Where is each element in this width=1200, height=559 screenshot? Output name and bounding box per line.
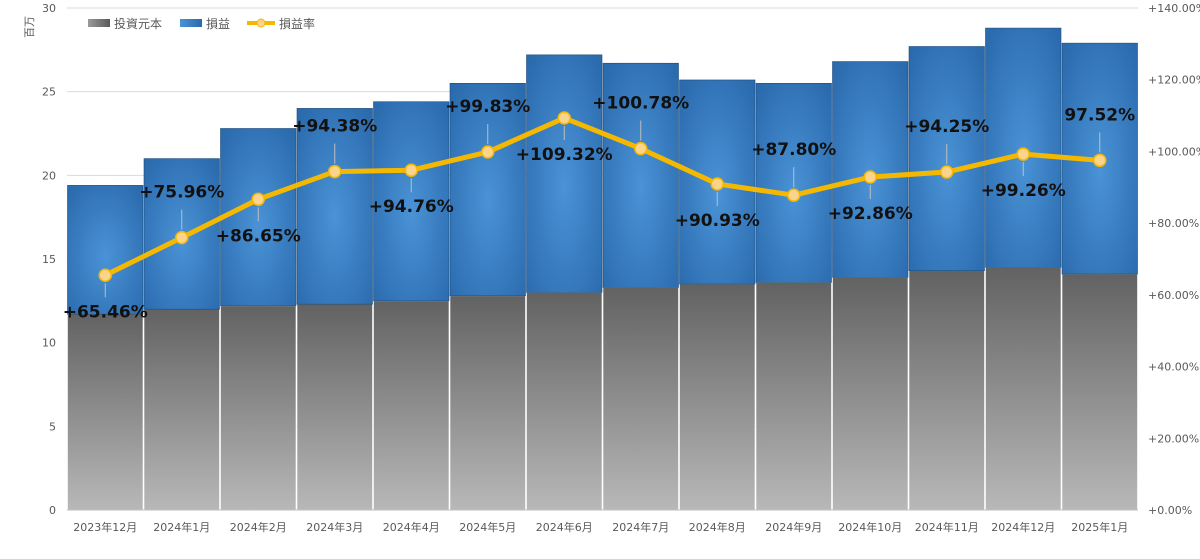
data-label-rate: +92.86% (828, 204, 913, 224)
bar-profit (526, 54, 603, 293)
data-label-rate: +94.38% (292, 117, 377, 137)
x-axis-tick: 2024年4月 (383, 520, 440, 534)
rate-line (102, 115, 1103, 278)
data-label-rate: +109.32% (516, 145, 613, 165)
x-axis: 2023年12月 2024年1月 2024年2月 2024年3月 2024年4月 2024… (67, 509, 1138, 534)
data-label-rate: +99.26% (981, 181, 1066, 201)
legend-swatch-principal (88, 19, 110, 27)
bar-principal (1061, 273, 1138, 511)
rate-marker (787, 188, 801, 202)
left-axis-tick: 15 (42, 253, 56, 266)
bar-principal (832, 277, 909, 511)
bar-principal (67, 313, 144, 511)
right-axis-tick: +140.00% (1148, 2, 1200, 15)
bar-principal (755, 282, 832, 511)
left-axis-tick: 10 (42, 337, 56, 350)
left-axis: 0 5 10 15 20 25 30 (42, 2, 56, 517)
data-label-rate: +100.78% (592, 94, 689, 114)
data-label-rate: +94.25% (904, 117, 989, 137)
bar-principal (373, 300, 450, 511)
leader-lines (104, 120, 1101, 298)
x-axis-tick: 2024年6月 (536, 520, 593, 534)
bar-principal (296, 303, 373, 511)
legend-item-rate: 損益率 (247, 16, 315, 31)
bar-profit (832, 61, 909, 278)
rate-marker (634, 141, 648, 156)
left-axis-tick: 25 (42, 86, 56, 99)
right-axis-tick: +0.00% (1148, 504, 1192, 517)
bar-principal (908, 270, 985, 511)
legend-label-profit: 損益 (206, 16, 230, 31)
rate-marker (251, 192, 265, 207)
bar-profit (296, 108, 373, 305)
x-axis-tick: 2024年5月 (459, 520, 516, 534)
x-axis-tick: 2024年10月 (838, 520, 902, 534)
right-axis: +0.00% +20.00% +40.00% +60.00% +80.00% +100.0… (1148, 2, 1200, 517)
bar-principal (526, 292, 603, 511)
right-axis-tick: +20.00% (1148, 432, 1199, 445)
rate-marker (863, 170, 877, 184)
data-label-rate: +86.65% (216, 226, 301, 246)
left-axis-unit-label: 百万 (23, 16, 36, 38)
legend: 投資元本 損益 損益率 (88, 16, 315, 31)
x-axis-tick: 2024年9月 (765, 520, 822, 534)
rate-line-group (98, 111, 1107, 283)
legend-item-principal: 投資元本 (88, 16, 162, 31)
bar-profit (449, 83, 526, 297)
x-axis-tick: 2024年3月 (306, 520, 363, 534)
data-label-rate: +87.80% (751, 140, 836, 160)
data-label-rate: +90.93% (675, 211, 760, 231)
rate-marker (940, 165, 954, 179)
right-axis-tick: +40.00% (1148, 361, 1199, 374)
data-labels-group: +65.46% +75.96% +86.65% +94.38% +94.76% +99.8… (63, 94, 1135, 323)
rate-marker (1093, 153, 1107, 168)
legend-label-rate: 損益率 (279, 16, 315, 31)
rate-marker (328, 164, 342, 179)
bar-profit (373, 101, 450, 302)
rate-marker (710, 177, 724, 191)
bar-principal (985, 267, 1062, 511)
right-axis-tick: +120.00% (1148, 74, 1200, 87)
data-label-rate: +94.76% (369, 197, 454, 217)
x-axis-tick: 2025年1月 (1071, 520, 1128, 534)
left-axis-tick: 20 (42, 169, 56, 182)
bar-principal (220, 305, 297, 511)
data-label-rate: +99.83% (445, 97, 530, 117)
left-axis-tick: 0 (49, 504, 56, 517)
bar-profit (602, 62, 679, 288)
data-label-rate: +65.46% (63, 302, 148, 322)
bar-principal (143, 308, 220, 511)
x-axis-tick: 2024年11月 (915, 520, 979, 534)
rate-marker (557, 111, 571, 125)
x-axis-tick: 2024年8月 (689, 520, 746, 534)
legend-swatch-profit (180, 19, 202, 27)
bar-principal (679, 283, 756, 511)
bar-principal (449, 295, 526, 511)
x-axis-tick: 2024年7月 (612, 520, 669, 534)
legend-item-profit: 損益 (180, 16, 230, 31)
x-axis-tick: 2024年1月 (153, 520, 210, 534)
bars-group (67, 27, 1138, 511)
rate-marker (1016, 147, 1030, 161)
left-axis-tick: 30 (42, 2, 56, 15)
data-label-rate: +75.96% (139, 183, 224, 203)
rate-marker (404, 163, 418, 177)
x-axis-tick: 2023年12月 (73, 520, 137, 534)
rate-marker (175, 230, 189, 245)
rate-marker (481, 145, 495, 159)
x-axis-tick: 2024年2月 (230, 520, 287, 534)
legend-swatch-rate-marker (256, 18, 266, 28)
bar-principal (602, 287, 679, 511)
rate-marker (98, 268, 112, 283)
legend-label-principal: 投資元本 (114, 16, 162, 31)
right-axis-tick: +100.00% (1148, 145, 1200, 158)
right-axis-tick: +80.00% (1148, 217, 1199, 230)
data-label-rate: 97.52% (1064, 105, 1135, 125)
right-axis-tick: +60.00% (1148, 289, 1199, 302)
x-axis-tick: 2024年12月 (991, 520, 1055, 534)
left-axis-tick: 5 (49, 420, 56, 433)
